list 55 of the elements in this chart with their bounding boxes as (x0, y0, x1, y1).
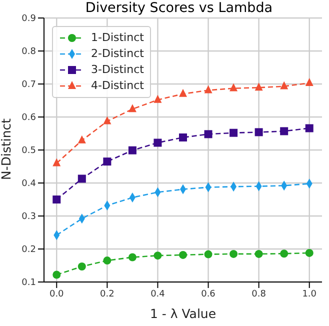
x-tick-label: 0.0 (49, 289, 64, 300)
point (128, 146, 136, 154)
x-axis-title: 1 - λ Value (150, 306, 216, 321)
x-tick-label: 0.6 (201, 289, 216, 300)
y-tick-label: 0.3 (22, 212, 36, 222)
point (128, 253, 136, 262)
y-tick-label: 0.5 (22, 146, 36, 156)
chart-title: Diversity Scores vs Lambda (84, 0, 274, 16)
y-tick-label: 0.6 (22, 113, 36, 124)
x-tick-label: 1.0 (302, 289, 317, 300)
point (52, 196, 61, 204)
point (52, 158, 61, 166)
point (305, 124, 314, 132)
x-tick-label: 0.8 (252, 289, 266, 300)
point (230, 83, 238, 92)
point (230, 128, 238, 137)
point (280, 127, 288, 136)
point (78, 174, 86, 183)
x-tick-label: 0.4 (150, 289, 166, 300)
point (204, 85, 212, 94)
y-tick-label: 0.2 (22, 245, 36, 256)
y-tick-label: 0.4 (22, 179, 36, 190)
point (154, 94, 162, 103)
point (78, 262, 86, 270)
point (103, 256, 112, 265)
point (52, 270, 61, 279)
point (179, 88, 187, 97)
point (204, 130, 212, 138)
point (254, 82, 263, 91)
point (254, 128, 263, 136)
point (179, 133, 187, 142)
point (128, 104, 136, 112)
point (230, 250, 238, 258)
point (280, 250, 288, 258)
legend-label: 3-Distinct (90, 62, 144, 78)
y-tick-label: 0.7 (22, 80, 36, 90)
point (103, 158, 112, 166)
legend-label: 4-Distinct (90, 78, 144, 94)
legend-label: 1-Distinct (90, 30, 144, 46)
point (305, 78, 314, 86)
y-tick-label: 0.1 (22, 278, 36, 288)
legend-label: 2-Distinct (90, 46, 144, 62)
y-axis-title: N-Distinct (0, 118, 14, 180)
point (305, 248, 314, 257)
point (154, 138, 162, 147)
point (280, 81, 288, 90)
point (204, 250, 212, 258)
x-tick-label: 0.2 (100, 289, 114, 300)
point (254, 250, 263, 258)
point (103, 116, 112, 124)
point (179, 250, 187, 259)
point (154, 252, 162, 260)
y-tick-label: 0.9 (22, 14, 36, 24)
y-tick-label: 0.8 (22, 47, 36, 58)
point (78, 135, 86, 144)
